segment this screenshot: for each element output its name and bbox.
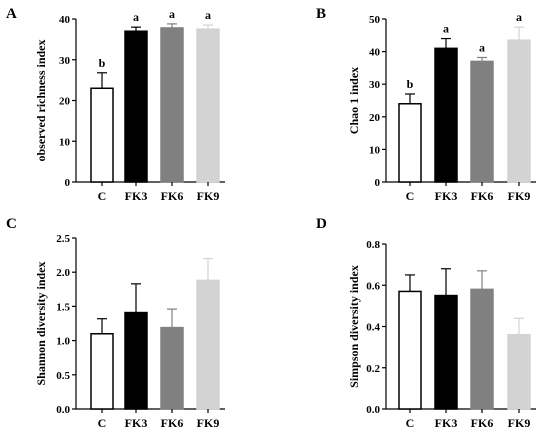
significance-label-FK3: a: [133, 10, 139, 24]
bar-C: [90, 87, 114, 183]
significance-label-FK9: a: [205, 8, 211, 22]
category-label-C: C: [98, 416, 107, 430]
y-tick-label: 40: [369, 47, 381, 59]
panel-letter: D: [316, 216, 327, 232]
y-tick-label: 10: [369, 144, 381, 156]
y-tick-label: 0.2: [366, 363, 380, 375]
significance-label-FK3: a: [443, 22, 449, 36]
y-tick-label: 20: [369, 112, 381, 124]
y-tick-label: 1.0: [56, 336, 70, 348]
y-tick-label: 0.5: [56, 370, 70, 382]
category-label-C: C: [406, 416, 415, 430]
y-tick-label: 1.5: [56, 301, 70, 313]
y-axis-title: Simpson diversity index: [347, 265, 361, 388]
y-tick-label: 20: [59, 96, 71, 108]
chart-panel-C: C 0.0 0.5 1.0 1.5 2.0 2.5 Shannon diversity ind…: [6, 216, 225, 430]
bar-FK3: [124, 30, 148, 183]
significance-label-C: b: [99, 56, 106, 70]
category-label-FK6: FK6: [161, 189, 184, 203]
y-tick-label: 0.0: [366, 404, 380, 416]
bar-FK6: [470, 60, 494, 183]
category-label-FK9: FK9: [197, 189, 220, 203]
significance-label-C: b: [407, 77, 414, 91]
category-label-FK6: FK6: [471, 189, 494, 203]
panel-letter: C: [6, 216, 17, 232]
category-label-FK9: FK9: [508, 189, 531, 203]
y-axis-title: Shannon diversity index: [34, 261, 48, 385]
y-tick-label: 0.0: [56, 404, 70, 416]
y-tick-label: 10: [59, 136, 71, 148]
bar-FK9: [196, 279, 220, 410]
bar-FK9: [507, 334, 531, 410]
bar-FK3: [124, 311, 148, 410]
significance-label-FK9: a: [516, 10, 522, 24]
panel-letter: A: [6, 6, 17, 22]
category-label-FK6: FK6: [161, 416, 184, 430]
category-label-FK3: FK3: [125, 416, 148, 430]
category-label-FK9: FK9: [508, 416, 531, 430]
category-label-FK3: FK3: [435, 416, 458, 430]
y-tick-label: 0.6: [366, 280, 380, 292]
significance-label-FK6: a: [479, 40, 485, 54]
chart-panel-A: A 0 10 20 30 40 observed richness index Cb FK3 a F…: [6, 6, 225, 203]
y-tick-label: 0: [65, 177, 71, 189]
category-label-C: C: [406, 189, 415, 203]
chart-panel-D: D 0.0 0.2 0.4 0.6 0.8 Simpson diversity index C…: [316, 216, 536, 430]
bar-FK6: [470, 288, 494, 410]
bar-FK9: [507, 39, 531, 183]
y-tick-label: 2.0: [56, 267, 70, 279]
bar-FK6: [160, 27, 184, 183]
y-tick-label: 2.5: [56, 233, 70, 245]
bar-FK3: [434, 294, 458, 410]
y-tick-label: 40: [59, 14, 71, 26]
bar-C: [90, 333, 114, 410]
category-label-FK3: FK3: [125, 189, 148, 203]
bar-FK9: [196, 28, 220, 183]
bar-C: [398, 103, 422, 183]
y-tick-label: 0.8: [366, 239, 380, 251]
y-tick-label: 30: [59, 55, 71, 67]
category-label-C: C: [98, 189, 107, 203]
y-tick-label: 0: [375, 177, 381, 189]
y-tick-label: 30: [369, 79, 381, 91]
category-label-FK3: FK3: [435, 189, 458, 203]
category-label-FK9: FK9: [197, 416, 220, 430]
panel-letter: B: [316, 6, 326, 22]
y-tick-label: 0.4: [366, 322, 380, 334]
category-label-FK6: FK6: [471, 416, 494, 430]
bar-C: [398, 290, 422, 410]
bar-FK6: [160, 326, 184, 410]
chart-panel-B: B 0 10 20 30 40 50 Chao 1 index Cb FK3 a FK6 a FK9 a: [316, 6, 536, 203]
bar-FK3: [434, 47, 458, 183]
y-tick-label: 50: [369, 14, 381, 26]
significance-label-FK6: a: [169, 7, 175, 21]
y-axis-title: observed richness index: [34, 39, 48, 161]
y-axis-title: Chao 1 index: [347, 67, 361, 134]
